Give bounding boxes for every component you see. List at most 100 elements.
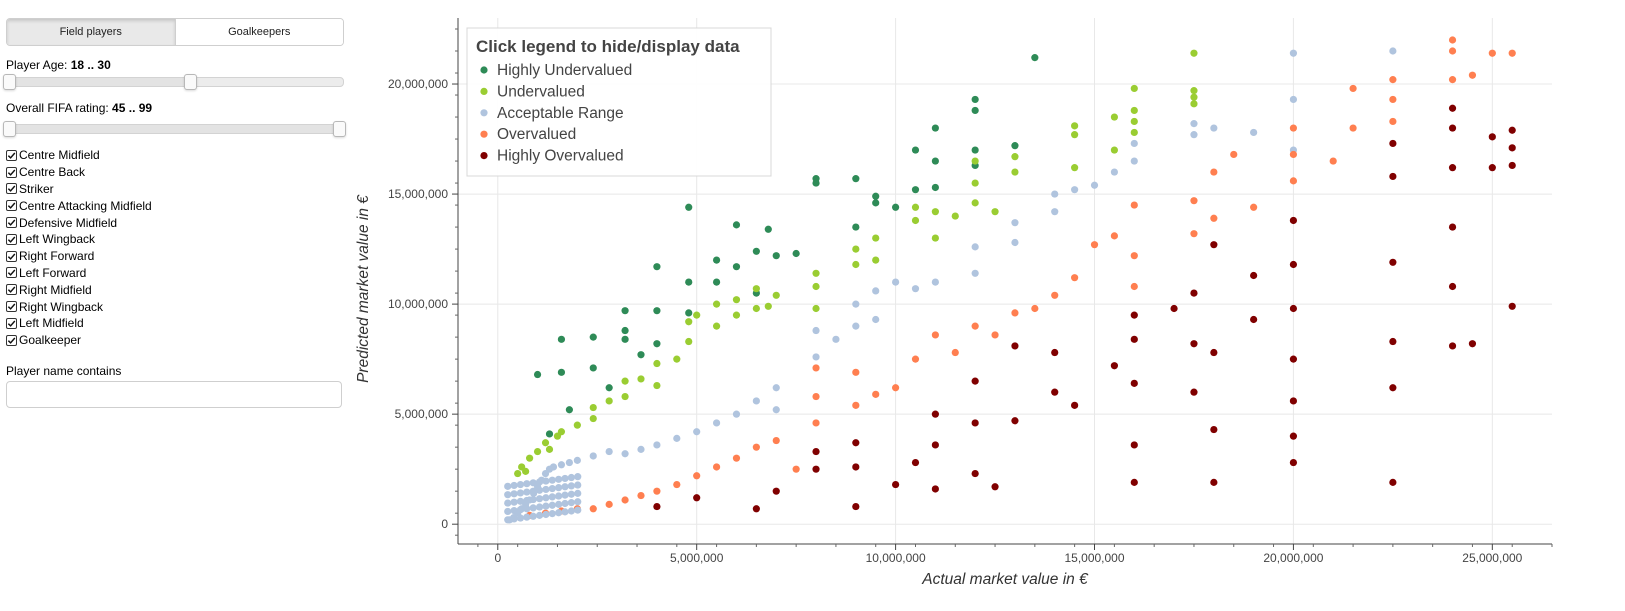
scatter-point [971, 419, 979, 427]
checkmark-icon [7, 303, 16, 310]
player-name-input[interactable] [6, 380, 342, 408]
scatter-point [1448, 104, 1457, 112]
scatter-point [764, 302, 772, 310]
scatter-point [1190, 230, 1198, 238]
scatter-point [732, 410, 741, 418]
scatter-point [911, 355, 920, 363]
scatter-point [911, 216, 920, 225]
x-tick-label: 15,000,000 [1064, 551, 1124, 565]
position-checkbox[interactable] [6, 200, 17, 212]
scatter-point [561, 499, 569, 508]
position-checkbox[interactable] [6, 183, 17, 195]
position-checkbox-label: Goalkeeper [19, 333, 82, 348]
scatter-point [852, 300, 860, 308]
position-checkbox[interactable] [6, 149, 17, 161]
legend-item[interactable]: Highly Undervalued [480, 62, 632, 79]
position-checkbox[interactable] [6, 233, 17, 245]
position-checkbox-row[interactable]: Left Midfield [6, 315, 344, 332]
position-checkbox-row[interactable]: Centre Midfield [6, 147, 344, 164]
scatter-point [1071, 164, 1079, 172]
position-checkbox-row[interactable]: Right Midfield [6, 281, 344, 298]
scatter-point [1190, 87, 1198, 95]
scatter-point [549, 463, 558, 471]
series-group [653, 104, 1516, 513]
scatter-point [971, 377, 979, 385]
rating-slider-max-handle[interactable] [333, 121, 346, 137]
scatter-point [712, 278, 721, 286]
position-checkbox[interactable] [6, 267, 17, 279]
age-slider[interactable] [3, 74, 344, 90]
scatter-point [852, 401, 860, 409]
field-players-button[interactable]: Field players [7, 19, 175, 45]
scatter-point [548, 484, 556, 493]
scatter-point [621, 307, 629, 315]
scatter-point [589, 505, 597, 513]
scatter-point [812, 304, 820, 313]
rating-slider-title: Overall FIFA rating: [6, 101, 113, 115]
position-checkbox-row[interactable]: Centre Attacking Midfield [6, 197, 344, 214]
legend-item[interactable]: Highly Overvalued [480, 148, 624, 165]
position-checkbox-row[interactable]: Right Wingback [6, 298, 344, 315]
rating-slider[interactable] [3, 121, 346, 137]
position-checkbox-label: Right Midfield [19, 282, 92, 297]
scatter-point [792, 249, 800, 258]
legend-item[interactable]: Overvalued [480, 126, 576, 143]
scatter-point [872, 256, 880, 264]
scatter-point [1031, 54, 1039, 62]
position-checkbox[interactable] [6, 301, 17, 313]
scatter-point [1190, 93, 1198, 101]
legend-item[interactable]: Acceptable Range [480, 105, 624, 122]
legend-label: Overvalued [497, 126, 576, 143]
scatter-point [535, 503, 544, 511]
position-checkbox[interactable] [6, 334, 17, 346]
scatter-point [685, 337, 693, 346]
x-axis-title: Actual market value in € [921, 571, 1089, 588]
scatter-point [1170, 304, 1178, 313]
chart-legend[interactable]: Click legend to hide/display data Highly … [466, 27, 772, 177]
position-checkbox-row[interactable]: Left Forward [6, 265, 344, 282]
scatter-point [621, 496, 629, 504]
legend-item[interactable]: Undervalued [480, 83, 585, 100]
age-slider-max-handle[interactable] [184, 74, 197, 90]
scatter-point [523, 496, 531, 505]
scatter-point [971, 199, 979, 207]
scatter-point [752, 285, 760, 293]
position-checkbox[interactable] [6, 284, 17, 296]
position-checkbox-row[interactable]: Right Forward [6, 248, 344, 265]
position-checkbox[interactable] [6, 217, 17, 229]
scatter-point [621, 392, 629, 401]
position-checkbox[interactable] [6, 317, 17, 329]
position-checkbox-row[interactable]: Left Wingback [6, 231, 344, 248]
scatter-point [712, 419, 721, 427]
scatter-point [772, 487, 780, 495]
scatter-point [561, 483, 569, 491]
scatter-point [523, 480, 531, 488]
rating-slider-min-handle[interactable] [3, 121, 16, 137]
scatter-point [574, 481, 582, 489]
scatter-point [872, 199, 880, 207]
scatter-point [574, 489, 582, 497]
scatter-point [1210, 241, 1218, 249]
scatter-point [931, 410, 939, 418]
age-slider-min-handle[interactable] [3, 74, 16, 90]
legend-label: Highly Overvalued [497, 148, 624, 165]
series-group [514, 49, 1198, 478]
scatter-point [1389, 258, 1397, 266]
scatter-point [1250, 128, 1258, 137]
position-checkbox[interactable] [6, 250, 17, 262]
scatter-point [1389, 478, 1397, 486]
scatter-point [1090, 241, 1099, 249]
scatter-point [712, 463, 721, 471]
goalkeepers-button[interactable]: Goalkeepers [174, 19, 343, 45]
position-checkbox-row[interactable]: Goalkeeper [6, 332, 344, 349]
position-checkbox-row[interactable]: Striker [6, 181, 344, 198]
scatter-point [510, 490, 518, 498]
position-checkbox-row[interactable]: Defensive Midfield [6, 214, 344, 231]
legend-label: Highly Undervalued [497, 62, 632, 79]
position-checkbox-row[interactable]: Centre Back [6, 164, 344, 181]
position-checkbox[interactable] [6, 166, 17, 178]
scatter-point [971, 146, 979, 154]
scatter-point [653, 359, 661, 368]
scatter-point [510, 506, 518, 515]
scatter-point [892, 203, 900, 211]
